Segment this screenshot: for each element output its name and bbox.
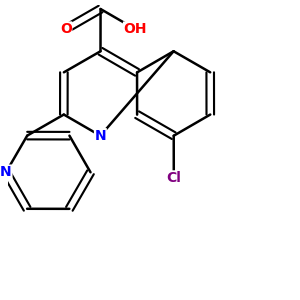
Text: OH: OH <box>124 22 147 36</box>
Text: O: O <box>60 22 72 36</box>
Text: Cl: Cl <box>167 171 181 185</box>
Text: N: N <box>0 165 12 179</box>
Text: N: N <box>94 129 106 143</box>
